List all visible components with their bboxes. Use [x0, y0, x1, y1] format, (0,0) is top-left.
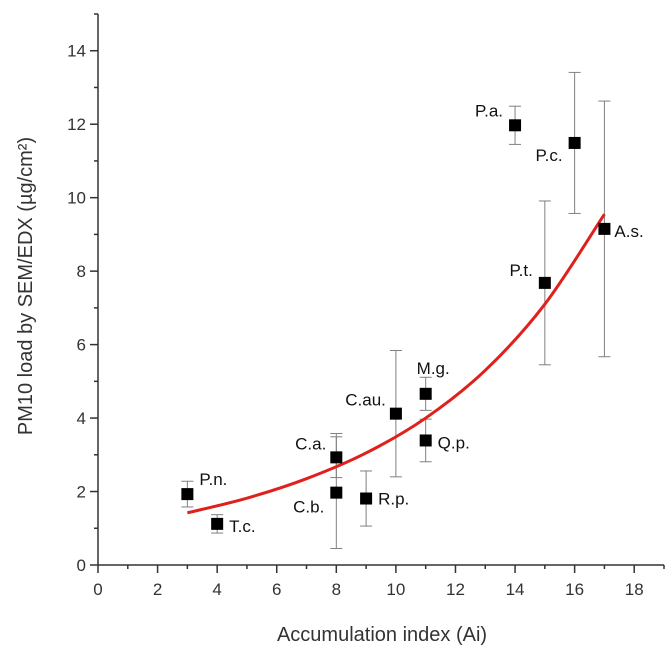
data-point: [539, 277, 551, 289]
data-point: [181, 488, 193, 500]
point-label: C.b.: [293, 498, 324, 517]
point-label: Q.p.: [438, 433, 470, 452]
data-point: [420, 388, 432, 400]
data-point: [211, 518, 223, 530]
point-label: P.n.: [199, 470, 227, 489]
point-labels: P.n. T.c. C.a. C.b. R.p. C.au. M.g. Q.p. P.a. P.c…: [199, 101, 643, 536]
data-point: [420, 434, 432, 446]
point-label: P.c.: [536, 146, 563, 165]
data-point: [598, 223, 610, 235]
x-tick-label: 10: [386, 580, 405, 599]
point-label: C.au.: [345, 391, 386, 410]
y-tick-label: 4: [77, 409, 86, 428]
y-tick-label: 14: [67, 42, 86, 61]
data-point: [390, 408, 402, 420]
error-bars: [181, 72, 610, 548]
x-tick-label: 6: [272, 580, 281, 599]
x-tick-label: 0: [93, 580, 102, 599]
x-tick-label: 14: [506, 580, 525, 599]
y-tick-label: 6: [77, 336, 86, 355]
data-point: [330, 487, 342, 499]
y-tick-label: 0: [77, 556, 86, 575]
x-tick-label: 2: [153, 580, 162, 599]
x-tick-label: 4: [212, 580, 221, 599]
point-label: R.p.: [378, 490, 409, 509]
data-point: [360, 493, 372, 505]
y-tick-label: 2: [77, 483, 86, 502]
x-tick-label: 16: [565, 580, 584, 599]
point-label: T.c.: [229, 517, 255, 536]
y-axis-title: PM10 load by SEM/EDX (µg/cm²): [15, 137, 37, 435]
point-label: C.a.: [295, 434, 326, 453]
data-point: [509, 119, 521, 131]
point-label: M.g.: [417, 359, 450, 378]
x-tick-label: 8: [332, 580, 341, 599]
x-axis-title: Accumulation index (Ai): [277, 624, 487, 646]
data-point: [330, 451, 342, 463]
data-point: [569, 137, 581, 149]
x-tick-label: 12: [446, 580, 465, 599]
point-label: P.t.: [510, 261, 533, 280]
y-tick-label: 8: [77, 262, 86, 281]
y-tick-label: 12: [67, 115, 86, 134]
point-label: A.s.: [614, 222, 643, 241]
point-label: P.a.: [475, 101, 503, 120]
x-tick-label: 18: [625, 580, 644, 599]
y-tick-label: 10: [67, 189, 86, 208]
